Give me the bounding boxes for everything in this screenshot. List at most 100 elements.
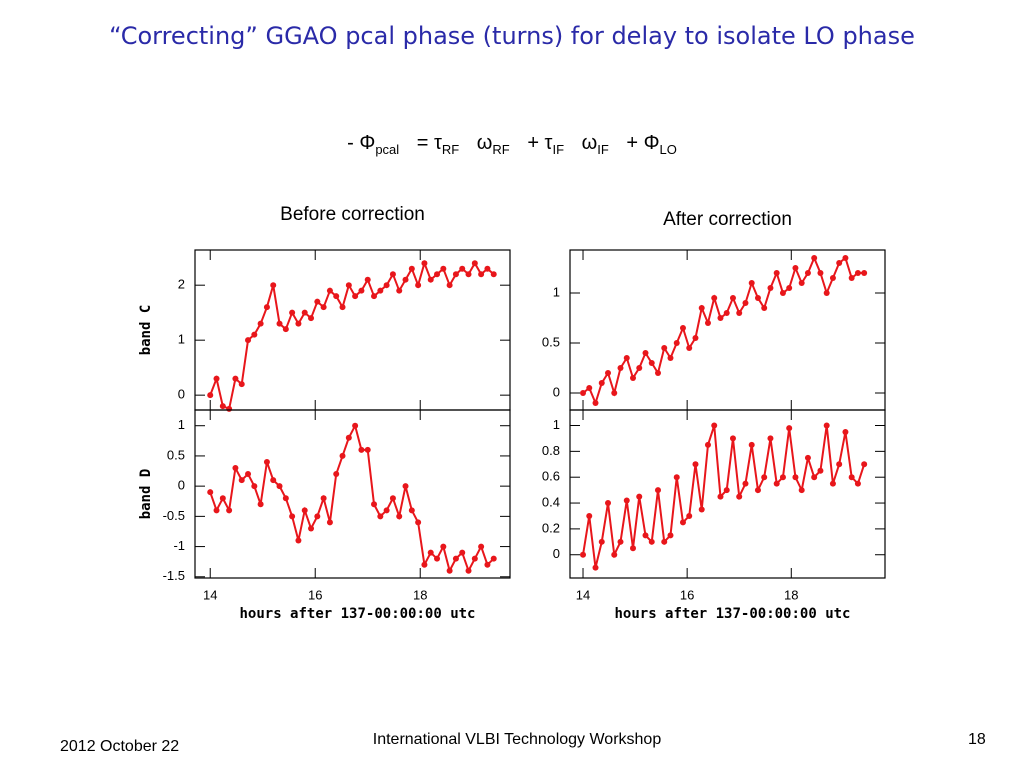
data-point [729, 295, 736, 301]
data-point [848, 275, 855, 281]
data-point [592, 400, 599, 406]
data-point [452, 555, 459, 562]
data-point [484, 265, 491, 272]
data-point [434, 271, 441, 278]
data-point [804, 270, 811, 276]
data-point [207, 489, 214, 496]
formula: - Φpcal = τRF ωRF + τIF ωIF + ΦLO [0, 132, 1024, 157]
data-point [402, 483, 409, 490]
data-point [686, 512, 693, 519]
data-point [421, 561, 428, 568]
data-point [642, 532, 649, 539]
data-point [251, 483, 258, 490]
x-axis-label: hours after 137-00:00:00 utc [614, 606, 850, 622]
y-tick-label: 1 [178, 332, 185, 347]
data-point [471, 260, 478, 267]
data-point [345, 282, 352, 289]
data-point [245, 337, 252, 344]
formula-text: + Φ [626, 132, 660, 154]
data-point [736, 493, 743, 500]
data-point [836, 461, 843, 468]
data-point [396, 513, 403, 520]
y-tick-label: 0 [178, 387, 185, 402]
y-tick-label: -0.5 [163, 508, 185, 523]
data-point [339, 452, 346, 459]
data-point [779, 474, 786, 481]
data-point [383, 282, 390, 289]
y-tick-label: 0 [553, 384, 560, 399]
data-point [308, 315, 315, 322]
data-point [245, 471, 252, 478]
y-tick-label: 0 [553, 546, 560, 561]
data-point [446, 567, 453, 574]
plot-frame [569, 409, 886, 579]
data-point [320, 495, 327, 502]
y-axis-label: band C [138, 305, 154, 356]
data-line [582, 425, 866, 568]
plot-frame [569, 249, 886, 411]
data-point [792, 265, 799, 271]
y-tick-label: 0.2 [542, 520, 560, 535]
data-point [704, 320, 711, 326]
data-point [226, 507, 233, 514]
x-axis-label: hours after 137-00:00:00 utc [239, 606, 475, 622]
data-point [276, 483, 283, 490]
panel-title: Before correction [280, 204, 425, 225]
data-point [723, 310, 730, 316]
data-point [630, 545, 636, 552]
data-point [226, 405, 233, 412]
data-point [767, 285, 774, 291]
footer-date: 2012 October 22 [60, 738, 180, 755]
data-point [440, 265, 447, 272]
y-tick-label: 0.8 [542, 443, 560, 458]
y-tick-label: 0 [178, 478, 185, 493]
data-point [478, 271, 485, 278]
y-tick-label: 2 [178, 277, 185, 292]
y-tick-label: 1 [553, 284, 560, 299]
data-point [761, 305, 768, 311]
data-point [754, 295, 761, 301]
formula-part: - Φpcal [347, 132, 399, 157]
data-point [358, 446, 365, 453]
data-point [232, 375, 239, 382]
formula-text: ω [581, 132, 598, 154]
data-point [842, 428, 849, 435]
data-point [295, 320, 302, 327]
data-point [333, 293, 340, 300]
data-point [673, 340, 680, 346]
data-point [698, 305, 705, 311]
data-point [654, 487, 661, 494]
data-point [592, 564, 599, 571]
data-point [586, 512, 593, 519]
formula-text: = τ [416, 132, 442, 154]
data-point [636, 365, 643, 371]
data-point [798, 487, 805, 494]
data-point [742, 300, 749, 306]
data-point [779, 290, 786, 296]
data-point [452, 271, 459, 278]
data-point [580, 390, 587, 396]
data-point [383, 507, 390, 514]
data-point [605, 500, 612, 507]
data-point [427, 549, 434, 556]
data-point [605, 370, 612, 376]
data-point [654, 370, 661, 376]
data-point [811, 255, 818, 261]
data-point [661, 345, 668, 351]
data-point [402, 276, 409, 283]
data-point [717, 493, 724, 500]
data-point [389, 271, 396, 278]
data-point [490, 555, 497, 562]
slide-title: “Correcting” GGAO pcal phase (turns) for… [109, 22, 915, 50]
data-point [617, 365, 624, 371]
formula-text: - Φ [347, 132, 376, 154]
data-point [377, 287, 384, 294]
data-point [667, 355, 674, 361]
data-point [408, 507, 415, 514]
data-point [817, 467, 824, 474]
data-point [427, 276, 434, 283]
data-line [209, 422, 495, 574]
data-point [748, 280, 755, 286]
data-point [854, 270, 861, 276]
panel-title: After correction [663, 209, 792, 230]
